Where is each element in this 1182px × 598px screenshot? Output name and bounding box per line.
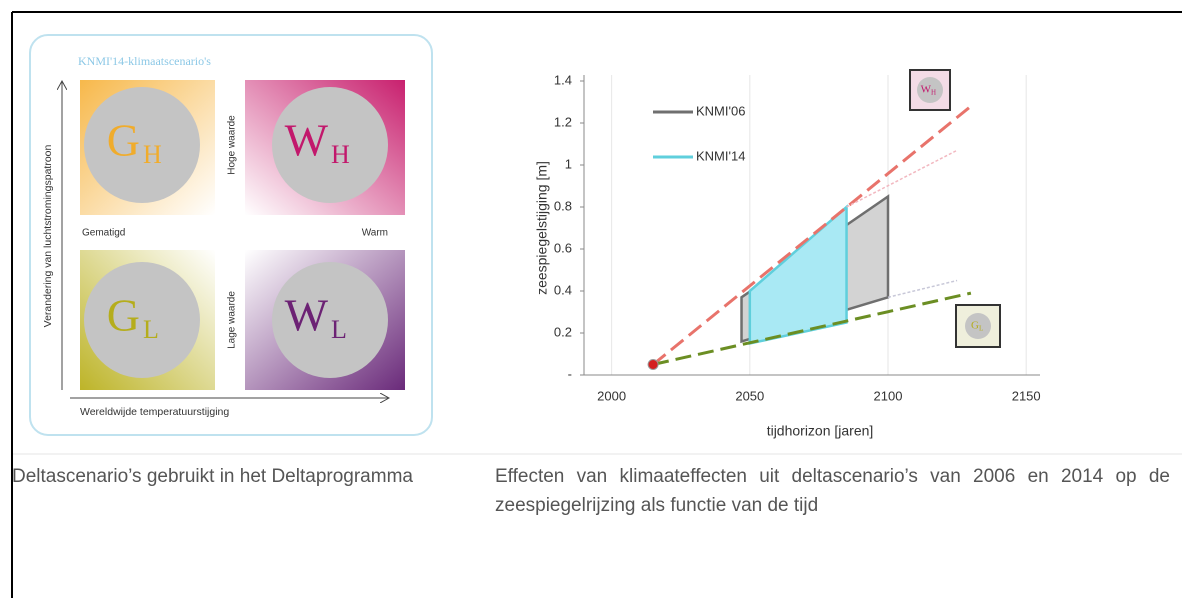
scenario-subscript: L xyxy=(331,315,347,344)
scenario-letter: G xyxy=(107,290,140,341)
y-tick-label: 1.4 xyxy=(554,72,572,87)
top-label: Hoge waarde xyxy=(227,115,238,175)
trend-line xyxy=(887,279,958,299)
caption: Effecten van klimaateffecten uit deltasc… xyxy=(495,466,1170,516)
scenario-subscript: H xyxy=(143,140,162,169)
y-tick-label: - xyxy=(568,366,572,381)
figures: KNMI'14-klimaatscenario's Verandering va… xyxy=(12,11,1182,455)
legend-label: KNMI'14 xyxy=(696,148,745,163)
x-tick-label: 2100 xyxy=(874,388,903,403)
y-tick-label: 1.2 xyxy=(554,114,572,129)
x-tick-label: 2050 xyxy=(735,388,764,403)
scenario-circle xyxy=(272,262,388,378)
icon-letter: W xyxy=(921,84,932,96)
start-point xyxy=(647,359,659,370)
x-tick-label: 2150 xyxy=(1012,388,1041,403)
y-tick-label: 0.8 xyxy=(554,198,572,213)
x-axis-label: Wereldwijde temperatuurstijging xyxy=(80,406,229,418)
y-tick-label: 1 xyxy=(565,156,572,171)
scenario-subscript: H xyxy=(331,140,350,169)
left-label: Gematigd xyxy=(82,228,125,239)
caption: Deltascenario’s gebruikt in het Deltapro… xyxy=(12,466,413,487)
y-tick-label: 0.6 xyxy=(554,240,572,255)
border xyxy=(11,12,13,598)
right-label: Warm xyxy=(362,228,388,239)
y-tick-label: 0.2 xyxy=(554,324,572,339)
y-axis-label: Verandering van luchtstromingspatroon xyxy=(42,144,54,327)
scenario-circle xyxy=(84,87,200,203)
icon-circle xyxy=(917,77,943,103)
scenario-letter: G xyxy=(107,115,140,166)
scenario-subscript: L xyxy=(143,315,159,344)
legend-label: KNMI'06 xyxy=(696,103,745,118)
icon-subscript: H xyxy=(931,89,936,97)
x-tick-label: 2000 xyxy=(597,388,626,403)
x-axis-label: tijdhorizon [jaren] xyxy=(767,423,874,439)
scenario-letter: W xyxy=(285,290,329,341)
icon-subscript: L xyxy=(979,325,983,333)
diagram-title: KNMI'14-klimaatscenario's xyxy=(78,54,211,68)
scenario-circle xyxy=(272,87,388,203)
y-tick-label: 0.4 xyxy=(554,282,572,297)
y-axis-label: zeespiegelstijging [m] xyxy=(534,161,550,295)
icon-circle xyxy=(965,313,991,339)
scenario-circle xyxy=(84,262,200,378)
trend-line xyxy=(652,291,972,366)
scenario-letter: W xyxy=(285,115,329,166)
icon-letter: G xyxy=(971,320,979,332)
trend-line xyxy=(846,149,958,208)
bottom-label: Lage waarde xyxy=(227,291,238,349)
